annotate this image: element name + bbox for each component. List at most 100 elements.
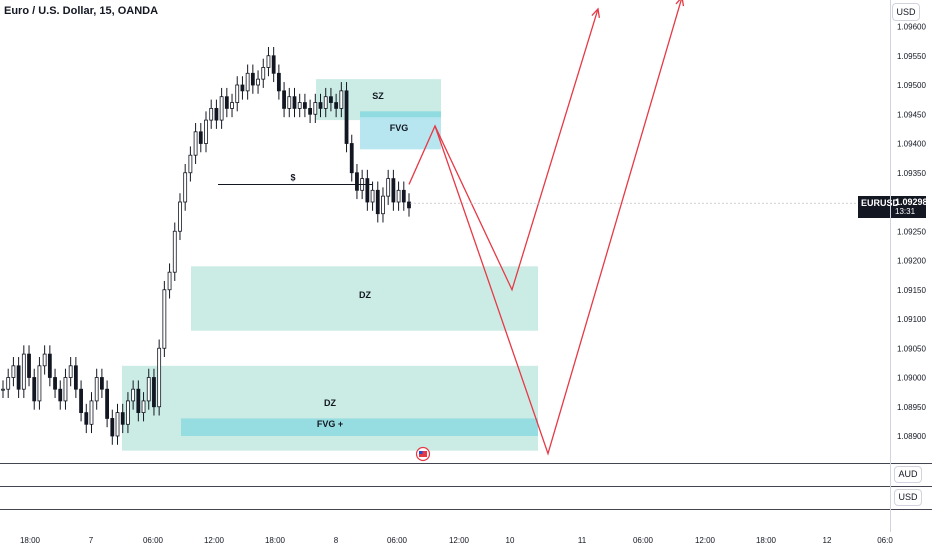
- candle-body: [245, 72, 250, 92]
- candle-body: [214, 108, 219, 121]
- candle-body: [386, 178, 391, 197]
- price-tick-label: 1.09400: [897, 140, 926, 149]
- sub-pane-label-aud[interactable]: AUD: [894, 466, 922, 483]
- candle-body: [47, 353, 52, 378]
- liquidity-label: $: [290, 172, 295, 182]
- price-axis-border: [890, 0, 891, 532]
- price-axis: 1.09600 1.09550 1.09500 1.09450 1.09400 1.093…: [897, 23, 926, 442]
- candle-body: [318, 102, 323, 109]
- candle-body: [334, 102, 339, 109]
- candle-body: [313, 102, 318, 115]
- candle-body: [178, 201, 182, 232]
- candle-body: [407, 201, 411, 209]
- candle-body: [120, 412, 125, 425]
- zone-label: FVG: [390, 123, 409, 133]
- candle-body: [209, 108, 214, 121]
- candle-body: [79, 388, 83, 414]
- candle-body: [271, 55, 276, 74]
- candle-body: [6, 377, 11, 390]
- candle-body: [141, 400, 146, 413]
- time-tick-label: 8: [334, 536, 339, 545]
- price-tick-label: 1.09050: [897, 344, 926, 353]
- candle-body: [292, 96, 297, 109]
- price-tick-label: 1.09000: [897, 374, 926, 383]
- badge-price: 1.09298: [895, 197, 928, 207]
- price-tick-label: 1.09150: [897, 286, 926, 295]
- candle-body: [370, 189, 375, 203]
- badge-symbol: EURUSD: [861, 198, 900, 208]
- candle-body: [172, 230, 177, 273]
- zone-label: DZ: [359, 290, 371, 300]
- candle-body: [230, 102, 234, 109]
- price-tick-label: 1.09350: [897, 169, 926, 178]
- candle-body: [250, 72, 255, 86]
- candle-body: [256, 78, 260, 86]
- candle-body: [131, 388, 136, 402]
- pane-divider[interactable]: [0, 509, 932, 510]
- candle-body: [276, 72, 281, 92]
- time-tick-label: 18:00: [756, 536, 777, 545]
- time-tick-label: 06:00: [143, 536, 164, 545]
- us-flag-event-icon: [415, 446, 431, 462]
- candle-body: [297, 102, 302, 109]
- candle-body: [339, 90, 344, 109]
- time-tick-label: 06:00: [633, 536, 654, 545]
- projection-path: [408, 8, 599, 292]
- candle-body: [115, 412, 120, 437]
- projection-path: [434, 0, 682, 456]
- candle-body: [235, 84, 240, 103]
- candle-body: [344, 90, 349, 144]
- candle-body: [42, 353, 47, 367]
- candle-body: [287, 96, 292, 109]
- candle-body: [152, 377, 156, 408]
- time-tick-label: 12:00: [449, 536, 470, 545]
- pane-divider[interactable]: [0, 486, 932, 487]
- candle-body: [162, 289, 167, 349]
- price-tick-label: 1.08900: [897, 432, 926, 441]
- candle-body: [329, 96, 333, 103]
- zone-dz: [191, 266, 538, 331]
- candle-body: [365, 178, 370, 203]
- badge-countdown: 13:31: [895, 207, 916, 216]
- last-price-badge: EURUSD 1.09298 13:31: [858, 196, 928, 218]
- time-tick-label: 18:00: [265, 536, 286, 545]
- candle-body: [391, 178, 396, 203]
- candle-body: [355, 172, 359, 191]
- price-tick-label: 1.09500: [897, 81, 926, 90]
- zone-label: SZ: [372, 91, 384, 101]
- candle-body: [219, 96, 224, 121]
- time-tick-label: 12:00: [695, 536, 716, 545]
- price-tick-label: 1.09450: [897, 110, 926, 119]
- arrowhead: [591, 7, 601, 18]
- price-tick-label: 1.09200: [897, 257, 926, 266]
- price-tick-label: 1.09550: [897, 52, 926, 61]
- price-tick-label: 1.09250: [897, 227, 926, 236]
- candle-body: [146, 377, 151, 402]
- zone-label: DZ: [324, 398, 336, 408]
- currency-button[interactable]: USD: [892, 3, 920, 21]
- candle-body: [266, 55, 271, 68]
- candle-body: [282, 90, 286, 109]
- time-tick-label: 10: [506, 536, 515, 545]
- candle-body: [105, 388, 110, 419]
- candle-body: [198, 131, 203, 144]
- candle-body: [110, 418, 115, 437]
- arrowhead: [675, 0, 685, 7]
- candle-body: [302, 102, 307, 109]
- candle-body: [16, 365, 21, 390]
- zone-dz: [122, 365, 538, 451]
- pane-divider[interactable]: [0, 463, 932, 464]
- time-tick-label: 06:00: [387, 536, 408, 545]
- candle-body: [58, 388, 63, 402]
- candle-body: [63, 377, 68, 402]
- time-tick-label: 12:00: [204, 536, 225, 545]
- candle-body: [396, 189, 401, 203]
- time-tick-label: 18:00: [20, 536, 41, 545]
- candle-body: [21, 353, 26, 390]
- candle-body: [323, 96, 328, 109]
- candle-body: [11, 365, 16, 378]
- sub-pane-label-usd[interactable]: USD: [894, 489, 922, 506]
- price-tick-label: 1.08950: [897, 403, 926, 412]
